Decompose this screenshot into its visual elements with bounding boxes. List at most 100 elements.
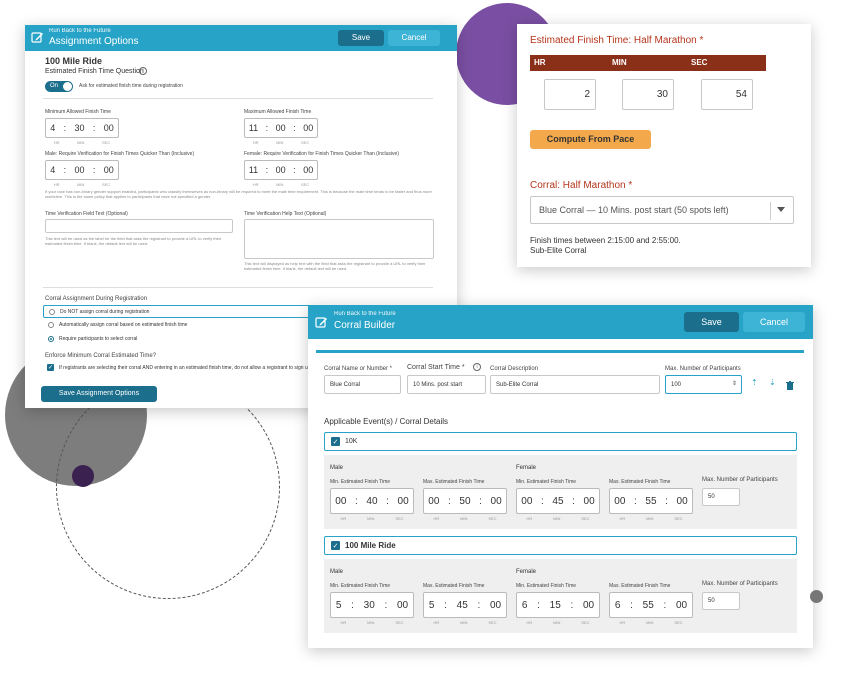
corral-name-input[interactable]: Blue Corral [324,375,401,394]
nonbinary-hint: If your race has non-binary gender suppo… [45,189,432,199]
max-est-label: Max. Estimated Finish Time [609,583,671,589]
time-verif-help-hint: This text will displayed as help text wi… [244,261,426,271]
corral-select[interactable]: Blue Corral — 10 Mins. post start (50 sp… [530,196,794,224]
corral-assign-label: Corral Assignment During Registration [45,296,148,302]
move-up-icon[interactable]: ⇡ [751,378,758,387]
event-row[interactable]: ✓ 10K [324,432,797,451]
radio-label: Require participants to select corral [59,336,138,342]
event-row[interactable]: ✓ 100 Mile Ride [324,536,797,555]
second-value: 00 [103,165,114,175]
radio-button[interactable] [48,322,54,328]
radio-button-selected[interactable] [48,336,54,342]
time-units: HR MIN SEC [619,516,683,521]
save-button[interactable]: Save [684,312,739,332]
hour-value: 4 [50,123,56,133]
finish-range-text: Finish times between 2:15:00 and 2:55:00… [530,236,681,245]
event-checkbox[interactable]: ✓ [331,437,340,446]
corral-name-text: Sub-Elite Corral [530,246,587,255]
minute-value: 00 [275,123,286,133]
event-details: Male Female Min. Estimated Finish Time 5… [324,559,797,633]
radio-button[interactable] [49,309,55,315]
minute-value: 00 [275,165,286,175]
female-min-time[interactable]: 6:15:00 [516,592,600,618]
enforce-checkbox[interactable]: ✓ [47,364,54,371]
time-verif-field-label: Time Verification Field Text (Optional) [45,211,128,217]
teal-rule [316,350,804,353]
time-verif-field-input[interactable] [45,219,233,233]
male-verify-time[interactable]: 4: 00: 00 [45,160,119,180]
female-verify-time[interactable]: 11: 00: 00 [244,160,318,180]
save-assignment-button[interactable]: Save Assignment Options [41,386,157,402]
female-min-time[interactable]: 00:45:00 [516,488,600,514]
cancel-button[interactable]: Cancel [388,30,440,46]
estimated-finish-panel: Estimated Finish Time: Half Marathon * H… [517,24,811,267]
toggle-state: On [50,83,59,89]
max-participants-input[interactable]: 100 ⇕ [665,375,742,394]
page-title: Corral Builder [334,320,396,331]
spinner-icon[interactable]: ⇕ [731,381,737,387]
time-units: HR MIN SEC [433,620,497,625]
compute-from-pace-button[interactable]: Compute From Pace [530,130,651,149]
events-label: Applicable Event(s) / Corral Details [324,417,449,426]
time-units: HR MIN SEC [526,516,590,521]
info-icon[interactable]: i [473,363,481,371]
radio-label: Automatically assign corral based on est… [59,322,188,328]
male-label: Male [330,465,344,471]
time-units: HR MIN SEC [340,516,404,521]
select-divider [770,202,771,220]
max-part-label: Max. Number of Participants [702,581,778,587]
male-min-time[interactable]: 00:40:00 [330,488,414,514]
max-part-label: Max. Number of Participants [702,477,778,483]
time-verif-help-input[interactable] [244,219,434,259]
time-units: HR MIN SEC [252,140,310,145]
corral-start-input[interactable]: 10 Mins. post start [407,375,486,394]
info-icon[interactable]: i [139,67,147,75]
min-est-label: Min. Estimated Finish Time [330,583,391,589]
save-button[interactable]: Save [338,30,384,46]
male-max-time[interactable]: 5:45:00 [423,592,507,618]
event-name: 100 Mile Ride [345,541,396,550]
female-max-time[interactable]: 00:55:00 [609,488,693,514]
cancel-button[interactable]: Cancel [743,312,805,332]
male-max-time[interactable]: 00:50:00 [423,488,507,514]
sec-header: SEC [691,58,708,67]
enforce-label: Enforce Minimum Corral Estimated Time? [45,353,157,359]
max-participants-input[interactable]: 50 [702,488,740,506]
max-participants-input[interactable]: 50 [702,592,740,610]
minute-value: 00 [74,165,85,175]
second-value: 00 [303,123,314,133]
second-input[interactable]: 54 [701,79,753,110]
event-checkbox[interactable]: ✓ [331,541,340,550]
breadcrumb[interactable]: Run Back to the Future [334,311,396,317]
finish-toggle[interactable]: On [45,81,73,92]
event-details: Male Female Min. Estimated Finish Time 0… [324,455,797,529]
max-allowed-time[interactable]: 11: 00: 00 [244,118,318,138]
radio-label: Do NOT assign corral during registration [60,309,150,315]
move-down-icon[interactable]: ⇣ [769,378,776,387]
hour-value: 11 [248,123,259,133]
edit-icon [31,31,44,49]
corral-desc-input[interactable]: Sub-Elite Corral [490,375,660,394]
max-allowed-label: Maximum Allowed Finish Time [244,109,312,115]
trash-icon[interactable] [786,377,794,395]
breadcrumb[interactable]: Run Back to the Future [49,28,111,34]
min-allowed-time[interactable]: 4: 30: 00 [45,118,119,138]
max-participants-label: Max. Number of Participants [665,366,741,372]
time-verif-field-hint: This text will be used as the label for … [45,236,222,246]
hour-value: 4 [50,165,56,175]
time-header-row: HR MIN SEC [530,55,766,71]
builder-header: Run Back to the Future Corral Builder Sa… [308,305,813,339]
hour-input[interactable]: 2 [544,79,596,110]
corral-builder-panel: Run Back to the Future Corral Builder Sa… [308,305,813,648]
max-est-label: Max. Estimated Finish Time [423,583,485,589]
min-est-label: Min. Estimated Finish Time [516,583,577,589]
female-max-time[interactable]: 6:55:00 [609,592,693,618]
male-min-time[interactable]: 5:30:00 [330,592,414,618]
estimate-title: Estimated Finish Time: Half Marathon * [530,35,704,46]
time-units: HR MIN SEC [252,182,310,187]
minute-input[interactable]: 30 [622,79,674,110]
max-est-label: Max. Estimated Finish Time [609,479,671,485]
edit-icon [315,316,328,334]
time-units: HR MIN SEC [526,620,590,625]
section-divider [43,98,433,99]
